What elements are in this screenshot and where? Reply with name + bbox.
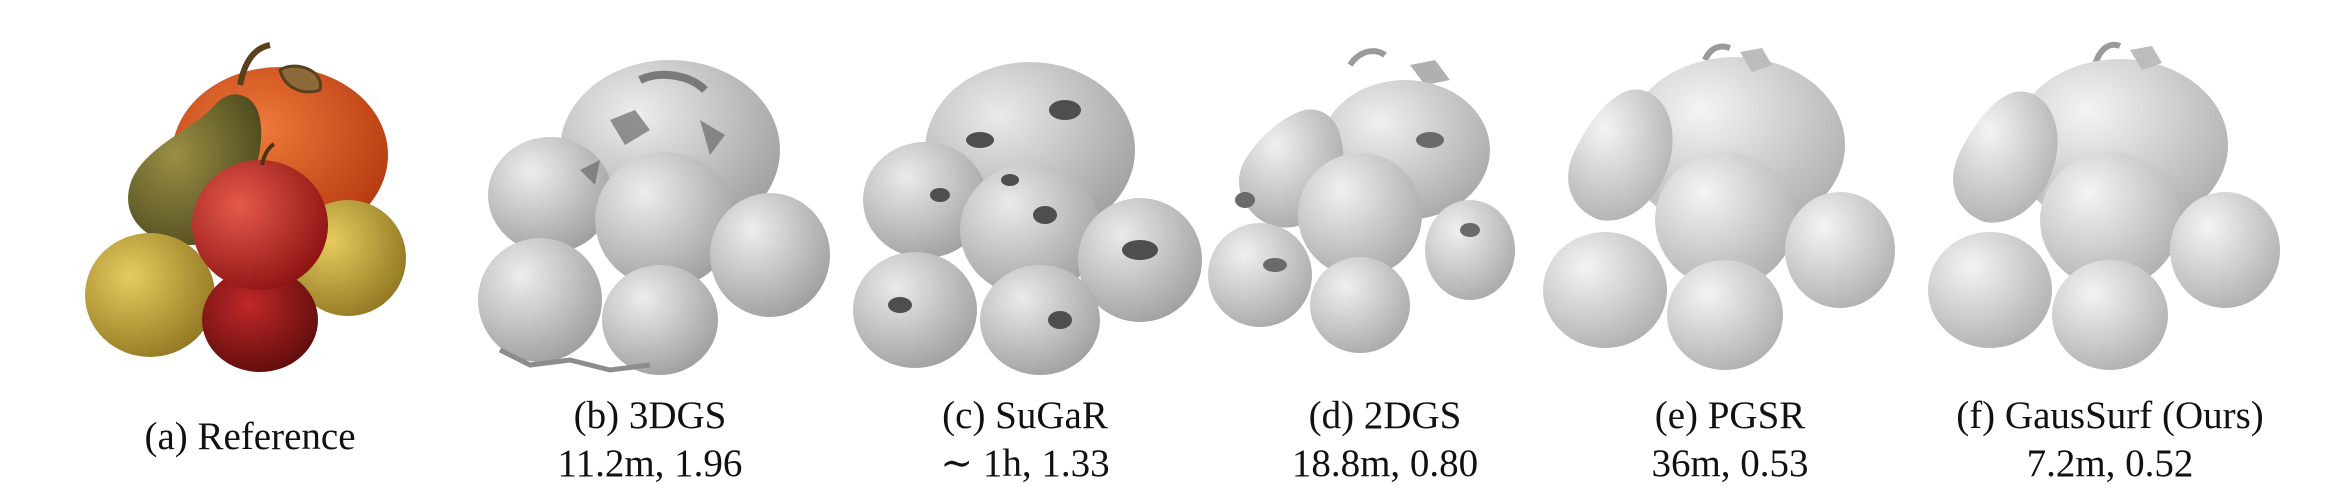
mesh-3dgs xyxy=(478,60,830,375)
caption-stats: 36m, 0.53 xyxy=(1651,442,1809,485)
dark-apple xyxy=(202,268,318,372)
caption-label: (a) Reference xyxy=(144,415,356,458)
mesh-sugar xyxy=(853,62,1202,375)
panel-gaussurf: (f) GausSurf (Ours) 7.2m, 0.52 xyxy=(1900,0,2320,502)
panel-2dgs: (d) 2DGS 18.8m, 0.80 xyxy=(1200,0,1570,502)
caption-label: (c) SuGaR xyxy=(942,394,1108,437)
panel-3dgs: (b) 3DGS 11.2m, 1.96 xyxy=(460,0,840,502)
caption-e: (e) PGSR 36m, 0.53 xyxy=(1540,392,1920,488)
panel-sugar: (c) SuGaR ∼ 1h, 1.33 xyxy=(830,0,1220,502)
yellow-apple-left xyxy=(85,233,215,357)
mesh-2dgs xyxy=(1208,48,1515,353)
caption-stats: ∼ 1h, 1.33 xyxy=(940,442,1110,485)
caption-stats: 11.2m, 1.96 xyxy=(557,442,743,485)
panel-reference: (a) Reference xyxy=(80,0,420,502)
caption-label: (f) GausSurf (Ours) xyxy=(1956,394,2264,437)
caption-b: (b) 3DGS 11.2m, 1.96 xyxy=(460,392,840,488)
reference-image xyxy=(85,42,406,372)
caption-f: (f) GausSurf (Ours) 7.2m, 0.52 xyxy=(1900,392,2320,488)
red-apple xyxy=(192,160,328,290)
caption-label: (d) 2DGS xyxy=(1308,394,1462,437)
caption-label: (e) PGSR xyxy=(1654,394,1806,437)
caption-label: (b) 3DGS xyxy=(573,394,727,437)
caption-stats: 7.2m, 0.52 xyxy=(2026,442,2194,485)
caption-d: (d) 2DGS 18.8m, 0.80 xyxy=(1200,392,1570,488)
caption-stats: 18.8m, 0.80 xyxy=(1291,442,1479,485)
caption-c: (c) SuGaR ∼ 1h, 1.33 xyxy=(830,392,1220,488)
mesh-gaussurf xyxy=(1928,41,2280,370)
mesh-pgsr xyxy=(1543,43,1895,370)
caption-a: (a) Reference xyxy=(80,413,420,461)
panel-pgsr: (e) PGSR 36m, 0.53 xyxy=(1540,0,1920,502)
